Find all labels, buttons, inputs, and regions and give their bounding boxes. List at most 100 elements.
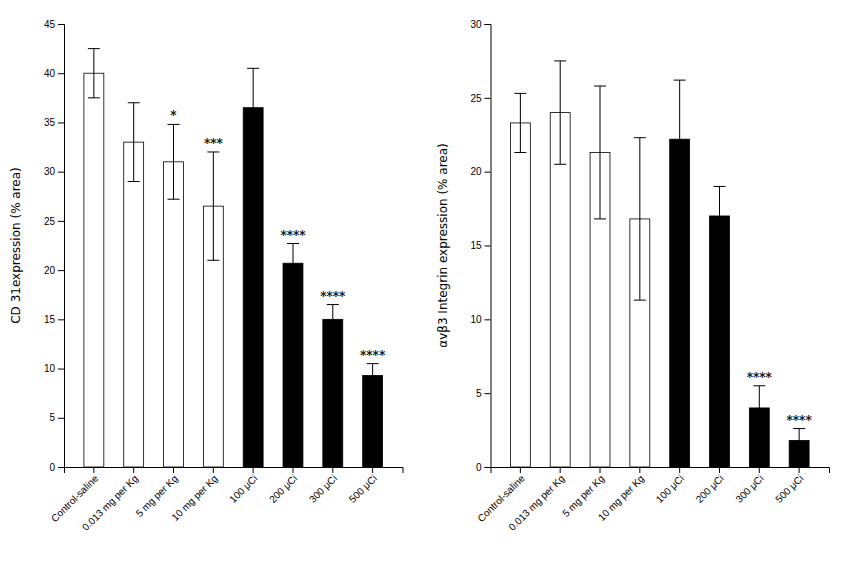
- error-bar: [634, 138, 646, 300]
- y-tick-mark: [485, 24, 491, 25]
- y-tick-label: 30: [44, 166, 56, 177]
- y-tick: 20: [44, 265, 64, 276]
- y-tick: 15: [470, 240, 490, 251]
- y-tick-mark: [58, 467, 64, 468]
- y-tick-mark: [485, 98, 491, 99]
- bar: [323, 319, 343, 467]
- error-bar: [327, 305, 339, 335]
- y-tick-label: 25: [470, 93, 482, 104]
- bar: [510, 123, 530, 467]
- y-tick-label: 5: [476, 388, 482, 399]
- y-tick: 10: [470, 314, 490, 325]
- y-tick-label: 10: [470, 314, 482, 325]
- x-tick-mark: [799, 467, 800, 473]
- marks: [510, 61, 809, 467]
- y-axis: 051015202530354045: [44, 19, 65, 473]
- y-tick: 20: [470, 166, 490, 177]
- x-tick-mark: [520, 467, 521, 473]
- error-bar: [207, 152, 219, 260]
- x-tick-mark: [332, 467, 333, 473]
- x-tick-label: 10 mg per Kg: [169, 473, 219, 523]
- x-tick: 100 μCi: [654, 467, 686, 505]
- y-tick-label: 0: [476, 462, 482, 473]
- marks: [84, 49, 383, 467]
- x-tick-mark: [133, 467, 134, 473]
- y-tick-label: 0: [49, 462, 55, 473]
- error-bar: [168, 124, 180, 199]
- y-tick-label: 5: [49, 412, 55, 423]
- panel: ****************051015202530354045Contro…: [9, 19, 403, 533]
- x-tick-label: 300 μCi: [733, 473, 765, 505]
- significance-label: ****: [320, 290, 346, 304]
- error-bar: [554, 61, 566, 164]
- x-tick: 100 μCi: [227, 467, 259, 505]
- bar: [363, 375, 383, 467]
- x-tick-mark: [759, 467, 760, 473]
- y-axis: 0 5 10 15 20 25 30: [470, 19, 491, 473]
- error-bar: [753, 386, 765, 430]
- y-tick: 25: [470, 93, 490, 104]
- x-tick-mark: [173, 467, 174, 473]
- y-tick-mark: [58, 369, 64, 370]
- x-tick-label: 0.013 mg per Kg: [506, 473, 566, 533]
- x-axis-line: [491, 468, 830, 474]
- x-tick-mark: [719, 467, 720, 473]
- x-tick-mark: [93, 467, 94, 473]
- bar: [124, 142, 144, 467]
- y-tick-mark: [485, 393, 491, 394]
- x-tick-label: 0.013 mg per Kg: [80, 473, 140, 533]
- y-tick-mark: [485, 246, 491, 247]
- error-bar: [88, 49, 100, 98]
- x-tick-label: 300 μCi: [307, 473, 339, 505]
- error-bar: [674, 80, 686, 198]
- x-tick-mark: [679, 467, 680, 473]
- y-tick-mark: [58, 319, 64, 320]
- y-tick-label: 20: [470, 166, 482, 177]
- x-axis-line: [65, 468, 404, 474]
- y-tick-label: 40: [44, 68, 56, 79]
- annotations: **** ****: [747, 371, 813, 428]
- y-tick-label: 25: [44, 216, 56, 227]
- y-tick-mark: [58, 24, 64, 25]
- y-tick-label: 10: [44, 363, 56, 374]
- significance-label: ****: [747, 371, 773, 385]
- error-bar: [514, 93, 526, 152]
- y-axis-title: CD 31expression (% area): [9, 167, 23, 324]
- y-tick: 30: [44, 166, 64, 177]
- y-axis-title: αvβ3 Integrin expression (% area): [436, 143, 450, 348]
- y-tick: 45: [44, 19, 64, 30]
- x-tick-mark: [213, 467, 214, 473]
- error-bar: [128, 103, 140, 182]
- y-tick: 30: [470, 19, 490, 30]
- y-tick: 5: [476, 388, 491, 399]
- panel: ********051015202530Control-saline0.013 …: [436, 19, 830, 533]
- y-tick: 35: [44, 117, 64, 128]
- y-tick-mark: [58, 73, 64, 74]
- x-tick-mark: [639, 467, 640, 473]
- x-tick-label: 100 μCi: [227, 473, 259, 505]
- y-axis-line: [58, 25, 65, 468]
- x-axis: Control-saline0.013 mg per Kg5 mg per Kg…: [49, 467, 403, 533]
- y-tick-label: 30: [470, 19, 482, 30]
- x-tick-label: 10 mg per Kg: [596, 473, 646, 523]
- x-tick: 200 μCi: [694, 467, 726, 505]
- error-bar: [594, 86, 606, 219]
- bar: [283, 263, 303, 467]
- bar: [710, 216, 730, 467]
- x-tick: 200 μCi: [267, 467, 299, 505]
- y-tick: 25: [44, 216, 64, 227]
- error-bar: [793, 429, 805, 453]
- significance-label: ****: [360, 349, 386, 363]
- x-tick-mark: [560, 467, 561, 473]
- bar: [164, 162, 184, 467]
- error-bar: [247, 68, 259, 147]
- significance-label: ***: [204, 137, 224, 151]
- significance-label: ****: [787, 414, 813, 428]
- bar: [84, 73, 104, 467]
- y-tick: 10: [44, 363, 64, 374]
- bar: [550, 113, 570, 467]
- x-tick: 10 mg per Kg: [596, 467, 646, 523]
- y-tick: 0: [49, 462, 64, 473]
- y-axis-line: [485, 25, 492, 468]
- y-tick-mark: [58, 270, 64, 271]
